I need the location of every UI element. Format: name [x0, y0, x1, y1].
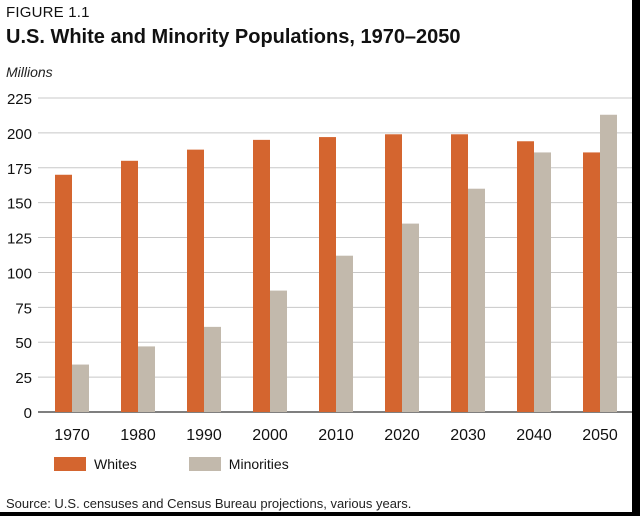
y-tick-label: 25 — [15, 370, 32, 387]
bar-whites-2010 — [319, 137, 336, 412]
bar-whites-2030 — [451, 134, 468, 413]
bar-minorities-1980 — [138, 346, 155, 412]
bar-minorities-2000 — [270, 290, 287, 412]
bar-whites-2020 — [385, 134, 402, 413]
bar-whites-1990 — [187, 149, 204, 412]
bar-minorities-2010 — [336, 255, 353, 412]
bar-minorities-2020 — [402, 223, 419, 412]
x-tick-label: 1990 — [186, 427, 222, 444]
bar-minorities-2040 — [534, 152, 551, 412]
bar-whites-2050 — [583, 152, 600, 412]
x-tick-label: 1970 — [54, 427, 90, 444]
figure-label: FIGURE 1.1 — [6, 4, 90, 21]
bar-whites-2000 — [253, 139, 270, 412]
legend-swatch-whites — [54, 457, 86, 471]
legend-swatch-minorities — [188, 457, 221, 471]
chart-figure: FIGURE 1.1 U.S. White and Minority Popul… — [0, 0, 632, 512]
bar-minorities-2050 — [600, 114, 617, 412]
legend-label-minorities: Minorities — [228, 456, 289, 472]
x-tick-label: 2000 — [252, 427, 288, 444]
y-tick-label: 200 — [7, 126, 32, 143]
x-tick-label: 1980 — [120, 427, 156, 444]
source-note: Source: U.S. censuses and Census Bureau … — [6, 496, 412, 511]
x-tick-label: 2010 — [318, 427, 354, 444]
bar-whites-1970 — [55, 174, 72, 412]
y-tick-label: 0 — [24, 405, 32, 422]
y-tick-label: 125 — [7, 231, 32, 248]
legend-label-whites: Whites — [94, 456, 137, 472]
y-axis-label: Millions — [6, 64, 53, 80]
x-tick-label: 2030 — [450, 427, 486, 444]
y-tick-label: 75 — [15, 300, 32, 317]
y-tick-label: 100 — [7, 265, 32, 282]
bar-minorities-2030 — [468, 188, 485, 412]
chart-title: U.S. White and Minority Populations, 197… — [6, 26, 461, 48]
legend: Whites Minorities — [54, 456, 341, 472]
y-tick-label: 150 — [7, 196, 32, 213]
legend-item-whites: Whites — [54, 456, 137, 472]
x-tick-label: 2020 — [384, 427, 420, 444]
bar-minorities-1970 — [72, 364, 89, 412]
bar-whites-1980 — [121, 160, 138, 412]
x-tick-label: 2050 — [582, 427, 618, 444]
bar-minorities-1990 — [204, 326, 221, 412]
y-tick-label: 50 — [15, 335, 32, 352]
y-tick-label: 175 — [7, 161, 32, 178]
y-tick-label: 225 — [7, 91, 32, 108]
x-tick-label: 2040 — [516, 427, 552, 444]
legend-item-minorities: Minorities — [188, 456, 289, 472]
bar-whites-2040 — [517, 141, 534, 413]
bar-chart: 0 25 50 75 100 125 150 175 200 225 1970 1980 1990 200… — [7, 91, 632, 444]
